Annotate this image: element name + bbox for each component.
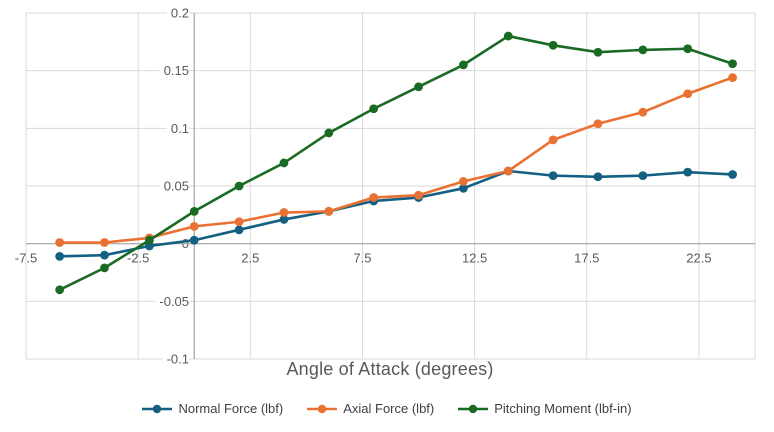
- series-pitching-moment-lbf-in: [55, 31, 737, 295]
- legend-label: Axial Force (lbf): [343, 401, 435, 416]
- gridlines: [25, 12, 756, 360]
- data-point-axial-force-lbf: [369, 193, 379, 202]
- y-tick-label: 0.1: [171, 121, 189, 136]
- y-tick-label-bg: [155, 293, 189, 309]
- data-point-normal-force-lbf: [683, 167, 693, 177]
- y-tick-label-bg: [159, 63, 189, 79]
- data-point-pitching-moment-lbf-in: [55, 285, 65, 295]
- data-point-pitching-moment-lbf-in: [459, 60, 468, 70]
- data-point-pitching-moment-lbf-in: [279, 158, 289, 168]
- y-tick-label-bg: [159, 178, 189, 194]
- data-point-normal-force-lbf: [100, 250, 109, 260]
- data-point-axial-force-lbf: [414, 190, 423, 200]
- data-point-axial-force-lbf: [324, 206, 334, 216]
- data-point-axial-force-lbf: [55, 238, 65, 247]
- data-point-axial-force-lbf: [459, 176, 468, 186]
- legend-marker-icon: [307, 404, 338, 413]
- y-tick-label-bg: [166, 120, 189, 136]
- data-point-axial-force-lbf: [279, 208, 289, 217]
- data-point-normal-force-lbf: [548, 171, 558, 181]
- data-point-normal-force-lbf: [234, 225, 244, 235]
- data-point-normal-force-lbf: [459, 183, 468, 193]
- y-tick-label-bg: [162, 351, 189, 367]
- x-tick-label: 2.5: [241, 251, 259, 266]
- data-point-normal-force-lbf: [189, 235, 199, 245]
- legend-marker-icon: [458, 404, 489, 413]
- y-tick-label: -0.05: [159, 294, 189, 309]
- legend-item-axial-force-lbf[interactable]: Axial Force (lbf): [307, 401, 434, 416]
- data-point-axial-force-lbf: [728, 73, 737, 82]
- series-line-pitching-moment-lbf-in: [58, 34, 734, 292]
- x-tick-label: 17.5: [574, 251, 599, 266]
- data-point-pitching-moment-lbf-in: [683, 44, 693, 54]
- y-tick-label: 0.15: [164, 63, 189, 78]
- data-point-pitching-moment-lbf-in: [324, 128, 334, 138]
- data-point-axial-force-lbf: [638, 107, 648, 117]
- data-point-pitching-moment-lbf-in: [189, 206, 199, 216]
- data-point-pitching-moment-lbf-in: [100, 263, 109, 273]
- y-tick-label: -0.1: [167, 352, 189, 367]
- data-point-normal-force-lbf: [728, 170, 737, 179]
- data-point-pitching-moment-lbf-in: [728, 59, 737, 69]
- x-tick-label: -2.5: [127, 251, 149, 266]
- x-tick-label: 12.5: [462, 251, 487, 266]
- data-point-pitching-moment-lbf-in: [414, 82, 423, 92]
- data-point-axial-force-lbf: [548, 135, 558, 145]
- series-normal-force-lbf: [55, 166, 737, 261]
- data-point-axial-force-lbf: [683, 89, 693, 99]
- y-tick-label: 0.05: [164, 179, 189, 194]
- data-point-normal-force-lbf: [593, 172, 603, 182]
- data-point-normal-force-lbf: [55, 251, 65, 261]
- series-line-normal-force-lbf: [58, 169, 734, 258]
- x-tick-label: 7.5: [353, 251, 371, 266]
- data-point-pitching-moment-lbf-in: [503, 31, 513, 41]
- legend-marker-icon: [142, 404, 173, 413]
- legend-item-normal-force-lbf[interactable]: Normal Force (lbf): [142, 401, 283, 416]
- legend-label: Pitching Moment (lbf-in): [494, 401, 632, 416]
- data-point-pitching-moment-lbf-in: [144, 235, 154, 245]
- data-point-normal-force-lbf: [279, 215, 289, 224]
- x-tick-label: 22.5: [686, 251, 711, 266]
- data-point-axial-force-lbf: [189, 221, 199, 231]
- data-point-axial-force-lbf: [593, 119, 603, 129]
- legend-label: Normal Force (lbf): [178, 401, 284, 416]
- series-line-axial-force-lbf: [58, 76, 734, 244]
- series-axial-force-lbf: [55, 73, 737, 247]
- y-tick-label-bg: [166, 5, 189, 21]
- data-point-pitching-moment-lbf-in: [593, 47, 603, 57]
- data-point-axial-force-lbf: [234, 217, 244, 227]
- y-tick-label: 0.2: [171, 6, 189, 21]
- series-group: [55, 31, 737, 295]
- data-point-pitching-moment-lbf-in: [638, 45, 648, 55]
- x-axis-title: Angle of Attack (degrees): [286, 359, 494, 379]
- data-point-pitching-moment-lbf-in: [369, 104, 379, 114]
- data-point-axial-force-lbf: [503, 166, 513, 176]
- data-point-normal-force-lbf: [638, 171, 648, 181]
- legend: Normal Force (lbf) Axial Force (lbf) Pitch…: [0, 401, 774, 416]
- legend-item-pitching-moment-lbf-in[interactable]: Pitching Moment (lbf-in): [458, 401, 632, 416]
- x-tick-label: -7.5: [15, 251, 37, 266]
- data-point-pitching-moment-lbf-in: [234, 181, 244, 191]
- data-point-axial-force-lbf: [100, 238, 109, 247]
- plot-area: 0.20.150.10.050-0.05-0.1-7.5 -2.5 2.5 7.5 12…: [15, 5, 756, 367]
- data-point-pitching-moment-lbf-in: [548, 40, 558, 50]
